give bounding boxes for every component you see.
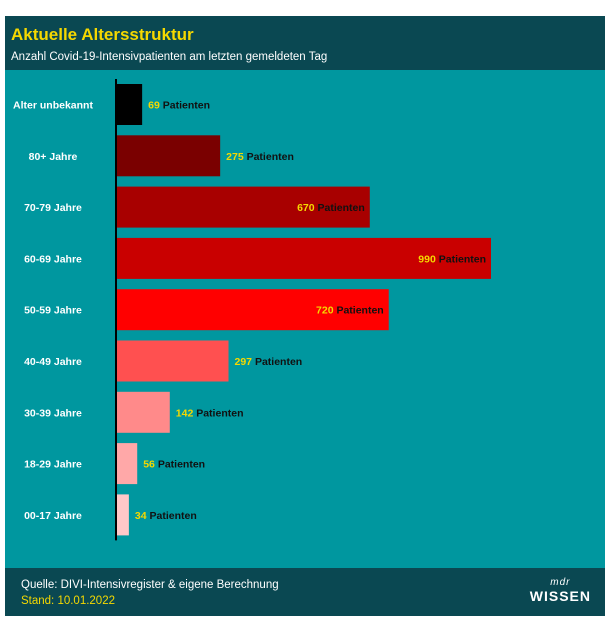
- value-label: 34 Patienten: [135, 510, 197, 522]
- bar[interactable]: [116, 237, 491, 279]
- bar[interactable]: [116, 340, 229, 382]
- category-label: Alter unbekannt: [13, 100, 93, 112]
- value-label: 142 Patienten: [176, 407, 244, 419]
- category-label: 18-29 Jahre: [24, 459, 82, 471]
- value-label: 720 Patienten: [316, 305, 384, 317]
- bar[interactable]: [116, 391, 170, 433]
- category-label: 40-49 Jahre: [24, 356, 82, 368]
- chart-subtitle: Anzahl Covid-19-Intensivpatienten am let…: [11, 51, 328, 63]
- value-label: 275 Patienten: [226, 151, 294, 163]
- logo-wissen-text: WISSEN: [529, 588, 591, 604]
- value-label: 56 Patienten: [143, 459, 205, 471]
- bar[interactable]: [116, 443, 138, 485]
- category-label: 50-59 Jahre: [24, 305, 82, 317]
- logo-mdr-text: mdr: [550, 577, 571, 588]
- bar[interactable]: [116, 84, 143, 125]
- chart-frame: Aktuelle Altersstruktur Anzahl Covid-19-…: [5, 16, 605, 616]
- category-label: 80+ Jahre: [29, 151, 78, 163]
- bar[interactable]: [116, 186, 370, 228]
- value-label: 69 Patienten: [148, 100, 210, 112]
- category-label: 60-69 Jahre: [24, 253, 82, 265]
- value-label: 990 Patienten: [418, 253, 486, 265]
- category-label: 00-17 Jahre: [24, 510, 82, 522]
- mdr-wissen-logo[interactable]: mdr WISSEN: [529, 577, 591, 605]
- bar[interactable]: [116, 289, 389, 331]
- value-label: 297 Patienten: [235, 356, 303, 368]
- bar[interactable]: [116, 135, 221, 177]
- category-label: 30-39 Jahre: [24, 407, 82, 419]
- date-note: Stand: 10.01.2022: [21, 595, 115, 607]
- category-label: 70-79 Jahre: [24, 202, 82, 214]
- source-note: Quelle: DIVI-Intensivregister & eigene B…: [21, 579, 279, 591]
- chart-footer: Quelle: DIVI-Intensivregister & eigene B…: [5, 568, 605, 616]
- bar-chart: Alter unbekannt 69 Patienten 80+ Jahre 275 …: [13, 79, 491, 541]
- chart-header: Aktuelle Altersstruktur Anzahl Covid-19-…: [5, 16, 605, 70]
- chart-title: Aktuelle Altersstruktur: [11, 25, 194, 44]
- bar[interactable]: [116, 494, 129, 536]
- value-label: 670 Patienten: [297, 202, 365, 214]
